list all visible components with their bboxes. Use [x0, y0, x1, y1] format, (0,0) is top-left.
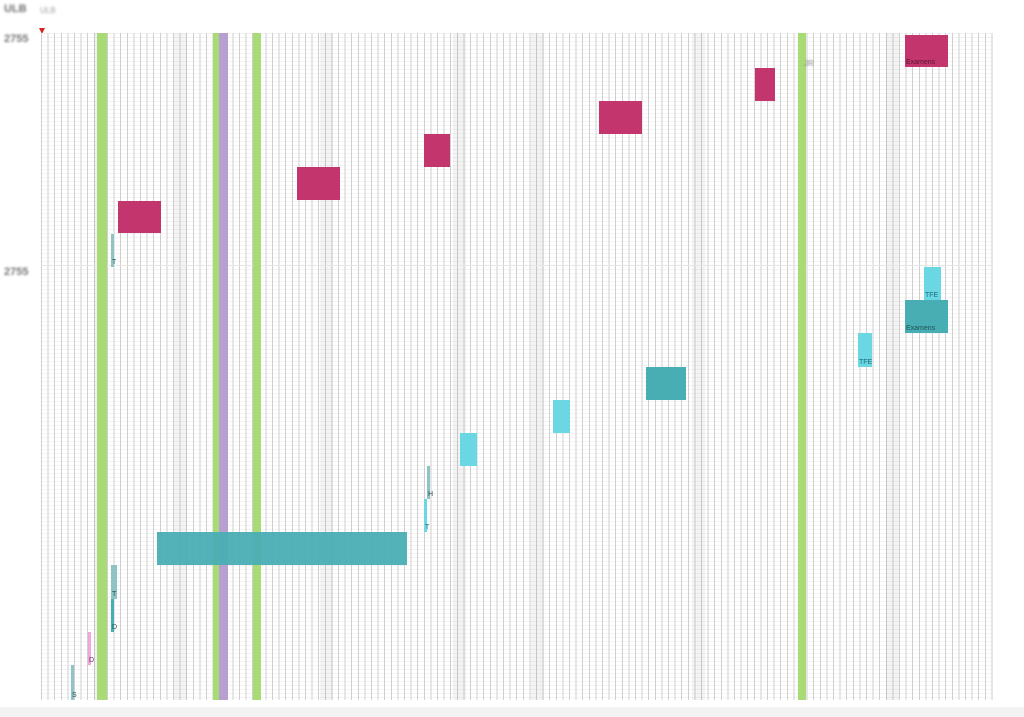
holiday-bar[interactable]: JR — [798, 33, 814, 700]
tfe-block[interactable]: TFE — [858, 333, 872, 367]
holiday-bar[interactable] — [97, 33, 107, 700]
exam-block[interactable] — [599, 101, 642, 134]
slim-event[interactable]: H — [427, 466, 434, 499]
brand-logo: ULB — [4, 3, 27, 15]
slim-event[interactable]: T — [111, 234, 117, 267]
horizontal-scrollbar[interactable] — [0, 707, 1024, 717]
slim-event[interactable]: T — [111, 565, 117, 599]
slim-event[interactable]: D — [88, 632, 95, 665]
slim-event-label: D — [112, 624, 118, 631]
exam-block[interactable] — [297, 167, 340, 200]
exam-block-label: Examens — [906, 59, 936, 66]
slim-event-label: D — [89, 657, 95, 664]
slim-event-label: T — [425, 524, 430, 531]
holiday-bar-label: JR — [804, 59, 814, 68]
slim-event[interactable]: T — [424, 499, 430, 532]
slim-event-label: T — [112, 259, 117, 266]
tfe-block-label: TFE — [859, 359, 873, 366]
special-period-bar[interactable] — [219, 33, 228, 700]
slim-event[interactable]: S — [71, 665, 77, 700]
exam-block[interactable] — [118, 201, 161, 233]
course-block[interactable] — [460, 433, 477, 466]
page-subtitle: ULB — [40, 6, 56, 15]
exam-block-label: Examens — [906, 325, 936, 332]
slim-event-label: T — [112, 591, 117, 598]
tfe-block[interactable]: TFE — [924, 267, 941, 300]
exam-block[interactable] — [755, 68, 775, 101]
slim-event-label: H — [428, 491, 434, 498]
grid-shading — [41, 33, 993, 700]
slim-event-label: S — [72, 692, 77, 699]
exam-block[interactable]: Examens — [905, 300, 948, 333]
year-label-top: 2755 — [4, 33, 29, 45]
tfe-block-label: TFE — [925, 292, 939, 299]
exam-block[interactable] — [424, 134, 450, 167]
current-marker-icon — [39, 28, 45, 34]
course-block[interactable] — [646, 367, 686, 400]
holiday-bar[interactable] — [213, 33, 219, 700]
schedule-grid[interactable]: JR Examens TFE Examens TFE T H T — [41, 33, 993, 700]
holiday-bar[interactable] — [253, 33, 261, 700]
course-block[interactable] — [553, 400, 570, 433]
slim-event[interactable]: D — [111, 599, 118, 632]
year-label-middle: 2755 — [4, 266, 29, 278]
exam-block[interactable]: Examens — [905, 35, 948, 67]
top-bar: ULB ULB — [0, 0, 1024, 20]
course-block-wide[interactable] — [157, 532, 407, 565]
